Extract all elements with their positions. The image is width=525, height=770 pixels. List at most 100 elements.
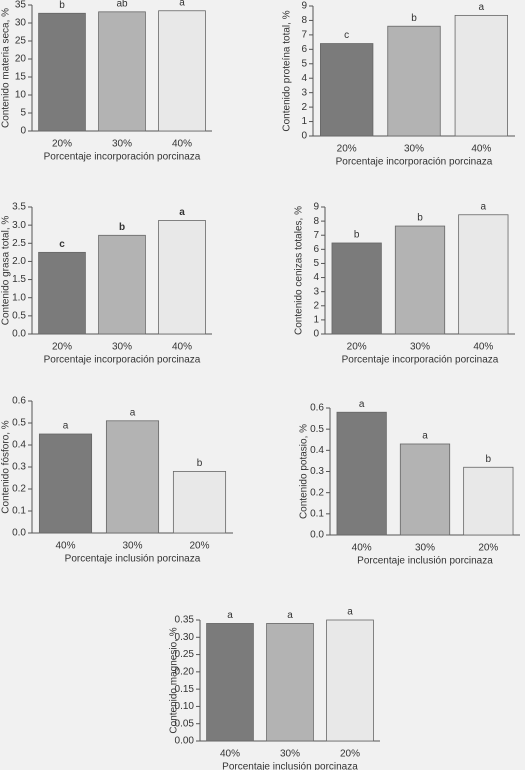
significance-letter: b [59, 0, 65, 11]
significance-letter: a [359, 399, 365, 410]
x-tick-label: 20% [189, 541, 209, 552]
significance-letter: a [227, 610, 233, 621]
bar [98, 234, 146, 335]
y-tick-label: 0.15 [175, 684, 195, 695]
significance-letter: a [422, 431, 428, 442]
y-tick-label: 0.1 [12, 506, 26, 517]
x-tick-label: 20% [52, 342, 72, 353]
x-axis-label: Porcentaje inclusión porcinaza [65, 554, 201, 565]
bar [172, 470, 227, 534]
x-tick-label: 40% [220, 749, 240, 760]
y-tick-label: 0.5 [310, 424, 324, 435]
y-tick-label: 5 [313, 258, 319, 269]
y-tick-label: 0.0 [12, 528, 26, 539]
y-tick-label: 8 [313, 216, 319, 227]
significance-letter: c [59, 239, 65, 250]
bar [105, 420, 160, 534]
bar [458, 214, 509, 335]
x-axis-label: Porcentaje incorporación porcinaza [44, 152, 201, 163]
bar [463, 466, 514, 536]
y-tick-label: 15 [15, 72, 27, 83]
y-tick-label: 0.6 [12, 396, 26, 407]
bar [399, 443, 451, 536]
y-axis-label: Contenido magnesio, % [169, 627, 180, 733]
y-axis-label: Contenido proteína total, % [282, 10, 293, 131]
y-tick-label: 3.0 [12, 220, 26, 231]
significance-letter: a [481, 201, 487, 212]
y-tick-label: 0.20 [175, 666, 195, 677]
significance-letter: a [130, 407, 136, 418]
bar [38, 433, 93, 534]
y-tick-label: 0.6 [310, 403, 324, 414]
y-tick-label: 0.4 [310, 445, 324, 456]
y-tick-label: 2 [301, 102, 307, 113]
y-tick-label: 25 [15, 36, 27, 47]
x-tick-label: 30% [122, 541, 142, 552]
significance-letter: a [179, 207, 185, 218]
y-tick-label: 2.5 [12, 238, 26, 249]
y-tick-label: 9 [301, 1, 307, 12]
y-axis-label: Contenido grasa total, % [1, 216, 12, 326]
y-tick-label: 0.3 [310, 466, 324, 477]
y-tick-label: 1.0 [12, 292, 26, 303]
x-tick-label: 20% [478, 543, 498, 554]
x-axis-label: Porcentaje incorporación porcinaza [44, 355, 201, 366]
y-tick-label: 0.5 [12, 418, 26, 429]
y-tick-label: 0.30 [175, 632, 195, 643]
bar [206, 623, 254, 742]
significance-letter: b [417, 213, 423, 224]
y-tick-label: 0.05 [175, 718, 195, 729]
y-tick-label: 7 [313, 230, 319, 241]
bar [331, 242, 382, 335]
y-tick-label: 2.0 [12, 256, 26, 267]
y-tick-label: 6 [301, 44, 307, 55]
bar [326, 619, 374, 742]
bar [158, 10, 206, 132]
significance-letter: b [411, 13, 417, 24]
x-axis-label: Porcentaje inclusión porcinaza [357, 556, 493, 567]
bar [387, 25, 441, 137]
y-tick-label: 1.5 [12, 274, 26, 285]
y-tick-label: 3 [301, 87, 307, 98]
significance-letter: a [63, 421, 69, 432]
bar [38, 12, 86, 132]
y-tick-label: 1 [301, 116, 307, 127]
x-tick-label: 20% [52, 139, 72, 150]
x-tick-label: 30% [280, 749, 300, 760]
significance-letter: ab [116, 0, 128, 9]
y-tick-label: 0.00 [175, 736, 195, 747]
x-axis-label: Porcentaje incorporación porcinaza [342, 355, 499, 366]
x-tick-label: 30% [410, 342, 430, 353]
bar [266, 623, 314, 742]
y-tick-label: 30 [15, 18, 27, 29]
y-tick-label: 5 [301, 58, 307, 69]
y-tick-label: 6 [313, 244, 319, 255]
y-tick-label: 0.5 [12, 310, 26, 321]
x-tick-label: 20% [337, 144, 357, 155]
y-tick-label: 3 [313, 286, 319, 297]
y-tick-label: 0.2 [310, 487, 324, 498]
x-tick-label: 40% [473, 342, 493, 353]
y-tick-label: 0.0 [12, 329, 26, 340]
bar [320, 43, 374, 137]
y-tick-label: 5 [20, 108, 26, 119]
x-tick-label: 30% [404, 144, 424, 155]
y-tick-label: 0.35 [175, 615, 195, 626]
y-tick-label: 3.5 [12, 202, 26, 213]
y-tick-label: 0.1 [310, 508, 324, 519]
x-tick-label: 30% [112, 342, 132, 353]
y-tick-label: 35 [15, 0, 27, 11]
y-tick-label: 10 [15, 90, 27, 101]
y-tick-label: 8 [301, 15, 307, 26]
bar [394, 225, 446, 335]
significance-letter: a [287, 610, 293, 621]
y-tick-label: 0.25 [175, 649, 195, 660]
y-tick-label: 1 [313, 315, 319, 326]
y-tick-label: 20 [15, 54, 27, 65]
significance-letter: a [347, 607, 353, 618]
y-axis-label: Contenido cenizas totales, % [294, 206, 305, 335]
y-tick-label: 0 [301, 131, 307, 142]
x-tick-label: 40% [172, 139, 192, 150]
x-tick-label: 30% [112, 139, 132, 150]
